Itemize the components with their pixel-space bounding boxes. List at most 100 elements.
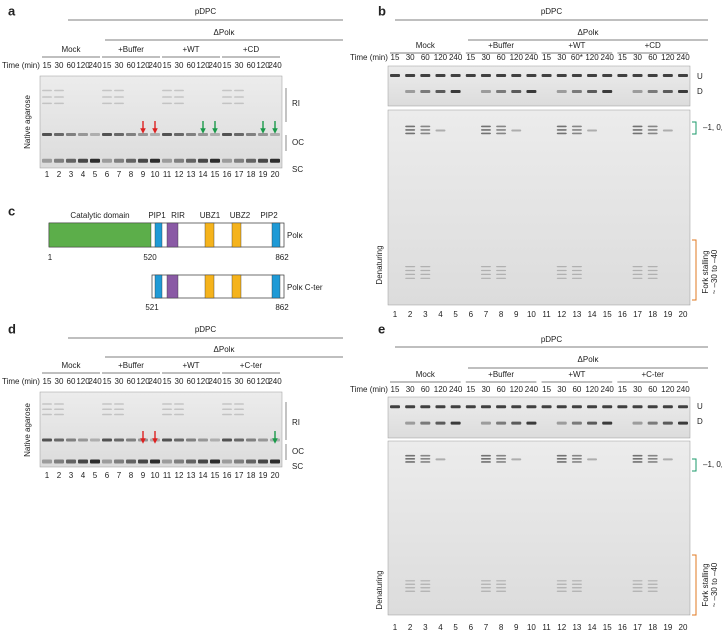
lane-number: 3 — [423, 623, 428, 632]
band — [405, 405, 416, 409]
time-value: 15 — [618, 53, 627, 62]
band — [54, 459, 64, 464]
band — [54, 89, 64, 92]
time-value: 15 — [542, 385, 551, 394]
band — [571, 125, 582, 128]
time-value: 60 — [187, 61, 196, 70]
band — [647, 421, 658, 425]
band — [162, 438, 172, 442]
time-value: 240 — [525, 385, 539, 394]
band — [174, 89, 184, 92]
band — [496, 132, 507, 135]
band — [234, 102, 244, 105]
band — [234, 89, 244, 92]
band — [511, 90, 522, 93]
band — [234, 403, 244, 405]
band — [632, 587, 643, 589]
band — [78, 438, 88, 442]
lane-number: 1 — [393, 623, 398, 632]
band — [480, 266, 491, 268]
band — [102, 408, 112, 410]
band — [162, 96, 172, 98]
band — [556, 129, 567, 131]
band — [435, 129, 446, 132]
band — [435, 405, 446, 409]
band — [405, 125, 416, 128]
time-value: 60 — [497, 53, 506, 62]
band — [556, 583, 567, 585]
y-label: Native agarose — [23, 95, 32, 149]
lane-number: 18 — [247, 170, 256, 179]
time-value: 120 — [434, 385, 448, 394]
band — [162, 89, 172, 92]
time-value: 240 — [88, 377, 102, 386]
band — [162, 459, 172, 464]
band — [114, 89, 124, 92]
band — [420, 421, 431, 425]
subheader: ΔPolκ — [214, 345, 236, 354]
time-value: 30 — [557, 385, 566, 394]
band — [678, 74, 688, 77]
band — [587, 458, 598, 461]
band — [496, 583, 507, 585]
band — [662, 405, 673, 409]
lane-number: 13 — [187, 170, 196, 179]
band — [496, 90, 507, 93]
panel-label: e — [378, 321, 385, 336]
band — [54, 96, 64, 98]
lane-number: 19 — [663, 310, 672, 319]
band — [632, 405, 643, 409]
band — [662, 74, 673, 77]
lane-number: 12 — [175, 471, 184, 480]
band — [234, 133, 244, 137]
band — [126, 158, 136, 163]
time-value: 60 — [247, 377, 256, 386]
gel — [39, 75, 283, 169]
band — [174, 158, 184, 163]
lane-number: 10 — [151, 170, 160, 179]
time-value: 240 — [449, 385, 463, 394]
time-value: 120 — [661, 385, 675, 394]
band — [556, 458, 567, 460]
time-label: Time (min) — [2, 61, 40, 70]
band — [210, 438, 220, 442]
time-value: 30 — [406, 385, 415, 394]
band — [571, 90, 582, 93]
band — [174, 133, 184, 137]
lane-number: 14 — [199, 471, 208, 480]
band — [54, 438, 64, 442]
time-value: 60 — [572, 385, 581, 394]
band — [102, 102, 112, 105]
band — [678, 405, 688, 409]
band — [571, 421, 582, 425]
domain-label: UBZ1 — [200, 211, 221, 220]
time-value: 120 — [585, 53, 599, 62]
lane-number: 8 — [499, 623, 504, 632]
lane-number: 10 — [151, 471, 160, 480]
band — [541, 405, 552, 409]
domain-label: UBZ2 — [230, 211, 251, 220]
band — [571, 458, 582, 460]
band — [480, 273, 491, 275]
band — [102, 459, 112, 464]
time-value: 120 — [136, 61, 150, 70]
time-value: 15 — [618, 385, 627, 394]
band — [54, 102, 64, 105]
band — [222, 96, 232, 98]
band — [571, 74, 582, 77]
band — [186, 133, 196, 137]
time-value: 240 — [268, 377, 282, 386]
band — [126, 459, 136, 464]
band — [405, 590, 416, 592]
side-label: U — [697, 402, 703, 411]
band — [405, 266, 416, 268]
lane-number: 6 — [469, 310, 474, 319]
band — [114, 403, 124, 405]
lane-number: 20 — [679, 310, 688, 319]
time-value: 60 — [127, 377, 136, 386]
lane-number: 4 — [81, 471, 86, 480]
group-label: +C-ter — [240, 361, 263, 370]
side-label: U — [697, 72, 703, 81]
time-value: 240 — [268, 61, 282, 70]
panel-label: c — [8, 203, 15, 218]
